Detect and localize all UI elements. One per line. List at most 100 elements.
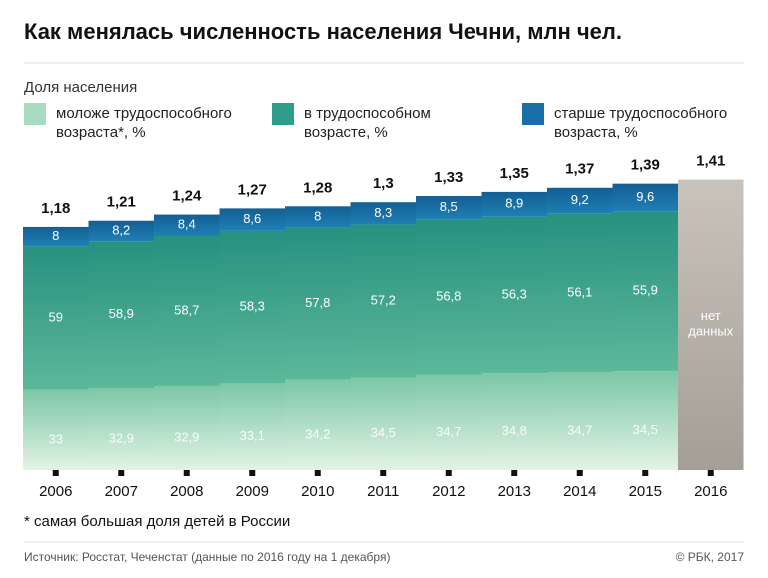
segment [23,246,89,390]
source: Источник: Росстат, Чеченстат (данные по … [24,550,390,564]
segment-label: 8,3 [374,205,392,220]
x-tick-label: 2009 [236,483,269,500]
no-data-label: нет данных [688,308,734,339]
segment [416,219,482,375]
x-tick-label: 2008 [170,483,203,500]
legend-label: старше трудоспособного возраста, % [554,105,728,141]
x-tick [707,470,714,476]
legend-label: в трудоспособном возрасте, % [304,105,431,141]
segment-label: 58,9 [109,306,134,321]
segment-label: 34,8 [502,423,527,438]
segment [88,241,155,388]
no-data-bar [678,179,744,471]
segment-label: 56,3 [502,286,527,301]
x-tick [118,470,125,476]
segment-label: 8 [52,228,59,243]
x-tick [642,470,649,476]
segment [88,387,155,470]
x-tick-label: 2007 [105,483,138,500]
segment [154,236,220,386]
segment-label: 8,4 [178,217,196,232]
x-tick [380,470,387,476]
segment [416,374,482,470]
segment [88,220,155,242]
x-tick-label: 2014 [563,483,596,500]
segment-label: 8,6 [243,211,261,226]
segment [23,226,89,247]
total-label: 1,33 [434,169,463,186]
total-label: 1,37 [565,161,594,178]
segment-label: 34,7 [567,422,592,437]
segment-label: 56,1 [567,284,592,299]
segment-label: 32,9 [109,430,134,445]
segment-label: 59 [49,310,63,325]
segment-label: 34,2 [305,426,330,441]
x-tick-label: 2012 [432,483,465,500]
legend-swatch [522,103,544,125]
total-label: 1,27 [238,181,267,198]
segment-label: 58,3 [240,299,265,314]
x-tick-label: 2015 [629,483,662,500]
copyright: © РБК, 2017 [676,550,745,564]
segment [350,202,417,225]
x-tick [52,470,59,476]
segment [612,371,679,470]
segment [547,213,613,373]
segment-label: 8 [314,208,321,223]
segment-label: 33,1 [240,428,265,443]
x-tick-label: 2016 [694,483,727,500]
segment-label: 32,9 [174,429,199,444]
segment [481,373,548,470]
x-tick [249,470,256,476]
segment-label: 8,5 [440,199,458,214]
segment-label: 55,9 [633,283,658,298]
x-tick [511,470,518,476]
x-tick-label: 2011 [367,483,399,500]
footnote: * самая большая доля детей в России [24,513,290,530]
segment [612,183,679,212]
segment [481,191,548,217]
total-label: 1,28 [303,179,332,196]
x-tick [445,470,452,476]
segment [547,187,613,214]
x-tick-label: 2006 [39,483,72,500]
segment-label: 56,8 [436,289,461,304]
segment [416,196,482,220]
legend-label: моложе трудоспособного возраста*, % [56,105,232,141]
segment [219,230,286,384]
x-tick-label: 2010 [301,483,334,500]
segment [219,208,286,231]
segment [612,211,679,372]
segment [23,389,89,470]
segment [154,214,220,237]
segment-label: 58,7 [174,302,199,317]
total-label: 1,35 [500,165,529,182]
legend-swatch [24,103,46,125]
segment-label: 33 [49,431,63,446]
segment-label: 9,2 [571,192,589,207]
segment [219,383,286,470]
segment-label: 8,9 [505,196,523,211]
segment [350,377,417,470]
subtitle: Доля населения [24,79,137,96]
segment [481,216,548,374]
total-label: 1,39 [631,157,660,174]
segment [154,385,220,470]
x-tick-label: 2013 [498,483,531,500]
segment [350,224,417,378]
total-label: 1,41 [696,153,725,170]
segment [547,372,613,470]
total-label: 1,24 [172,188,202,205]
x-tick [183,470,190,476]
total-label: 1,3 [373,175,394,192]
segment-label: 34,5 [633,422,658,437]
segment-label: 9,6 [636,189,654,204]
x-tick [576,470,583,476]
chart-title: Как менялась численность населения Чечни… [24,19,622,44]
segment-label: 57,2 [371,292,396,307]
segment-label: 57,8 [305,295,330,310]
x-tick [314,470,321,476]
legend-swatch [272,103,294,125]
segment-label: 34,7 [436,424,461,439]
